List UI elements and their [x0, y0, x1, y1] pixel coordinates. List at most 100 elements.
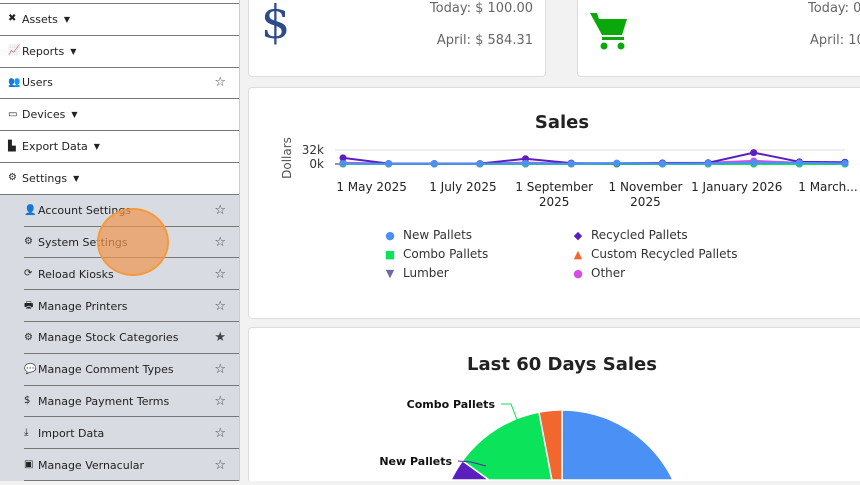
orders-today: Today: 0 — [808, 1, 860, 16]
sidebar-item-settings[interactable]: ⚙ Settings ▼ — [0, 163, 239, 195]
item-icon: 💬 — [24, 363, 37, 375]
caret-down-icon: ▼ — [70, 46, 77, 56]
data-point[interactable] — [476, 160, 484, 168]
sidebar-item-label: Reports — [22, 44, 65, 58]
sidebar-item-label: Users — [22, 76, 53, 90]
file-export-icon: ▙ — [8, 140, 16, 152]
pie-slice-custom-recycled-pallets[interactable] — [538, 409, 563, 481]
sidebar-item-reports[interactable]: 📈 Reports ▼ — [0, 36, 239, 68]
sidebar-item-label: Settings — [22, 171, 68, 185]
favorite-star-icon[interactable]: ☆ — [214, 457, 226, 473]
data-point[interactable] — [339, 154, 347, 162]
item-icon: $ — [24, 395, 31, 407]
data-point[interactable] — [795, 159, 803, 167]
sales-card: $ Today: $ 100.00 April: $ 584.31 — [248, 0, 546, 77]
desktop-icon: ▭ — [8, 108, 18, 120]
legend-label: Lumber — [403, 266, 449, 280]
legend-item[interactable]: ◆ Recycled Pallets — [571, 228, 688, 242]
item-icon: ⚙ — [24, 331, 33, 343]
sidebar-item-label: Manage Stock Categories — [38, 331, 179, 345]
series-line-new-pallets — [342, 161, 846, 165]
legend-item[interactable]: ● New Pallets — [383, 228, 472, 242]
chart-title: Sales — [535, 112, 589, 133]
sidebar-subitem-manage-printers[interactable]: 🖶 Manage Printers ☆ — [0, 290, 239, 322]
data-point[interactable] — [567, 160, 575, 168]
data-point[interactable] — [750, 149, 758, 157]
sidebar-subitem-import-data[interactable]: ⤓ Import Data ☆ — [0, 417, 239, 450]
pie-label-line — [457, 460, 487, 467]
favorite-star-icon[interactable]: ☆ — [214, 362, 226, 378]
legend-item[interactable]: ▲ Custom Recycled Pallets — [571, 247, 738, 261]
users-icon: 👥 — [8, 76, 21, 88]
legend-marker-icon: ● — [385, 228, 395, 242]
legend-marker-icon: ▼ — [385, 266, 395, 280]
favorite-star-icon[interactable]: ☆ — [214, 75, 226, 91]
legend-label: New Pallets — [403, 228, 473, 242]
sidebar-item-devices[interactable]: ▭ Devices ▼ — [0, 99, 239, 132]
sidebar-subitem-manage-vernacular[interactable]: ▣ Manage Vernacular ☆ — [0, 449, 239, 481]
legend-label: Recycled Pallets — [591, 228, 688, 242]
click-indicator — [97, 208, 169, 276]
tools-icon: ✖ — [8, 13, 17, 25]
legend-label: Combo Pallets — [403, 247, 489, 261]
sidebar-item-export-data[interactable]: ▙ Export Data ▼ — [0, 131, 239, 163]
pie-slice-new-pallets[interactable] — [561, 409, 675, 481]
legend-marker-icon: ● — [573, 266, 583, 280]
sidebar-subitem-manage-stock-categories[interactable]: ⚙ Manage Stock Categories ★ — [0, 321, 239, 354]
sidebar-subitem-manage-payment-terms[interactable]: $ Manage Payment Terms ☆ — [0, 385, 239, 418]
item-icon: 🖶 — [24, 300, 34, 312]
item-icon: ⟳ — [24, 268, 33, 280]
sales-chart-card: Sales Dollars 32k 0k 1 May 2025 1 July 2025 1 … — [248, 87, 860, 319]
orders-month: April: 10 — [810, 33, 860, 48]
data-point[interactable] — [339, 160, 347, 168]
sidebar-item-label: Reload Kiosks — [38, 267, 114, 281]
x-tick-label: 1 November 2025 — [609, 180, 683, 209]
legend-item[interactable]: ■ Combo Pallets — [383, 247, 488, 261]
dollar-icon: $ — [261, 0, 291, 49]
sidebar-item-label: Assets — [22, 12, 58, 26]
x-tick-label: 1 May 2025 — [336, 180, 407, 194]
nav-top-divider — [0, 0, 239, 4]
favorite-star-icon[interactable]: ☆ — [214, 298, 226, 314]
sidebar-item-label: Import Data — [38, 426, 105, 440]
data-point[interactable] — [613, 159, 621, 167]
data-point[interactable] — [750, 159, 758, 167]
cart-icon — [590, 13, 627, 50]
data-point[interactable] — [522, 159, 530, 167]
sales-month: April: $ 584.31 — [436, 33, 533, 48]
data-point[interactable] — [841, 159, 849, 167]
x-tick-label: 1 September 2025 — [515, 180, 593, 209]
orders-card: Today: 0 April: 10 — [577, 0, 860, 77]
item-icon: ⤓ — [24, 427, 29, 439]
data-point[interactable] — [704, 159, 712, 167]
cogs-icon: ⚙ — [8, 172, 17, 184]
favorite-star-icon[interactable]: ☆ — [214, 203, 226, 219]
pie-slice-combo-pallets[interactable] — [461, 411, 553, 481]
sidebar-item-label: Manage Vernacular — [38, 458, 145, 472]
caret-down-icon: ▼ — [73, 173, 80, 183]
sidebar-subitem-manage-comment-types[interactable]: 💬 Manage Comment Types ☆ — [0, 353, 239, 386]
chart-title: Last 60 Days Sales — [467, 354, 657, 375]
favorite-star-icon[interactable]: ☆ — [214, 266, 226, 282]
legend-item[interactable]: ● Other — [571, 266, 625, 280]
sidebar-item-assets[interactable]: ✖ Assets ▼ — [0, 4, 239, 36]
caret-down-icon: ▼ — [93, 142, 100, 152]
chart-line-icon: 📈 — [8, 45, 21, 57]
favorite-star-icon[interactable]: ★ — [214, 330, 226, 346]
data-point[interactable] — [658, 160, 666, 168]
y-tick-label: 0k — [309, 157, 324, 171]
caret-down-icon: ▼ — [63, 14, 70, 24]
favorite-star-icon[interactable]: ☆ — [214, 234, 226, 250]
caret-down-icon: ▼ — [71, 110, 78, 120]
favorite-star-icon[interactable]: ☆ — [214, 425, 226, 441]
favorite-star-icon[interactable]: ☆ — [214, 393, 226, 409]
sidebar-item-label: Devices — [22, 108, 66, 122]
y-tick-label: 32k — [302, 143, 324, 157]
data-point[interactable] — [430, 160, 438, 168]
item-icon: 👤 — [24, 204, 37, 216]
sidebar-item-label: Manage Printers — [38, 299, 128, 313]
data-point[interactable] — [385, 160, 393, 168]
sidebar-item-users[interactable]: 👥 Users ☆ — [0, 68, 239, 100]
legend-item[interactable]: ▼ Lumber — [383, 266, 449, 280]
x-tick-label: 1 January 2026 — [691, 180, 782, 194]
